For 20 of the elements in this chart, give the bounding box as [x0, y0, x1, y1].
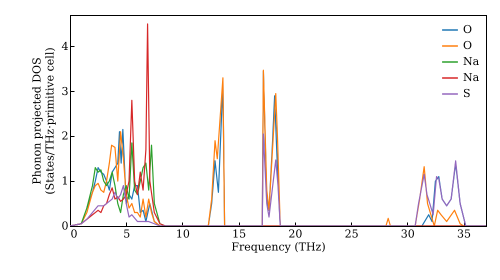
legend-label: Na — [463, 55, 480, 68]
x-tick-label: 20 — [288, 228, 302, 240]
x-tick-label: 25 — [344, 228, 359, 240]
y-tick-label: 4 — [62, 40, 68, 53]
x-tick-label: 35 — [457, 228, 472, 240]
x-axis-title: Frequency (THz) — [231, 240, 326, 254]
legend-label: S — [463, 87, 471, 100]
y-tick-label: 1 — [62, 174, 68, 188]
x-tick-label: 10 — [176, 228, 190, 240]
legend-label: O — [463, 39, 472, 52]
y-tick-label: 3 — [62, 84, 68, 98]
x-tick-label: 15 — [232, 228, 246, 240]
y-axis-title: Phonon projected DOS (States/THz·primitive cell) — [30, 47, 56, 195]
legend-label: O — [463, 23, 472, 36]
y-tick-label: 2 — [62, 130, 68, 143]
x-tick-label: 0 — [70, 228, 78, 240]
x-tick-label: 30 — [400, 228, 415, 240]
y-tick-label: 0 — [62, 220, 68, 232]
x-tick-label: 5 — [123, 228, 130, 240]
legend-label: Na — [463, 71, 480, 84]
